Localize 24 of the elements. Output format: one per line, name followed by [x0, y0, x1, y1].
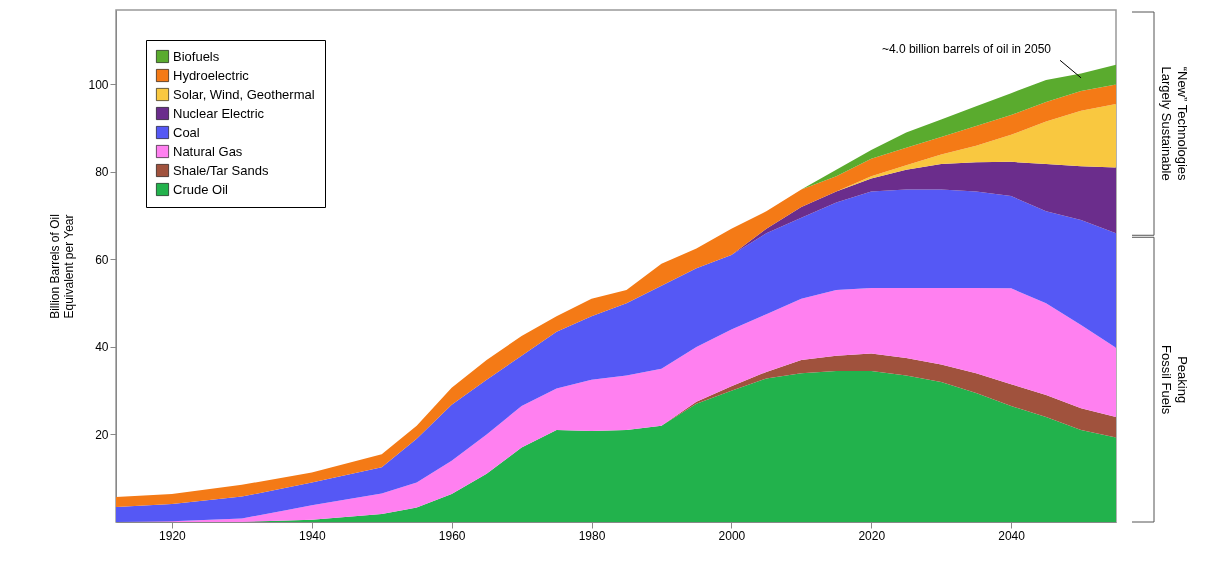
- x-tick-label: 1960: [438, 528, 466, 543]
- x-tick-label: 1940: [298, 528, 326, 543]
- legend-label: Hydroelectric: [173, 67, 250, 83]
- x-tick-label: 1980: [578, 528, 606, 543]
- legend-label: Biofuels: [173, 48, 220, 64]
- y-axis-title: Billion Barrels of Oil Equivalent per Year: [48, 214, 77, 319]
- legend-label: Coal: [173, 124, 200, 140]
- x-tick-label: 1920: [159, 528, 187, 543]
- text: Peaking Fossil Fuels: [1159, 344, 1190, 415]
- legend-label: Solar, Wind, Geothermal: [173, 86, 315, 102]
- x-tick-label: 2020: [858, 528, 886, 543]
- legend-label: Natural Gas: [173, 143, 243, 159]
- legend-label: Shale/Tar Sands: [173, 162, 269, 178]
- legend-label: Nuclear Electric: [173, 105, 265, 121]
- y-tick-label: 60: [95, 252, 109, 267]
- x-tick-label: 2000: [718, 528, 746, 543]
- y-tick-label: 20: [95, 427, 109, 442]
- annotation: ~4.0 billion barrels of oil in 2050: [881, 41, 1052, 56]
- text: “New” Technologies Largely Sustainable: [1159, 66, 1190, 182]
- legend-label: Crude Oil: [173, 181, 229, 197]
- y-tick-label: 40: [95, 340, 109, 355]
- y-tick-label: 100: [88, 77, 109, 92]
- y-tick-label: 80: [95, 165, 109, 180]
- x-tick-label: 2040: [998, 528, 1026, 543]
